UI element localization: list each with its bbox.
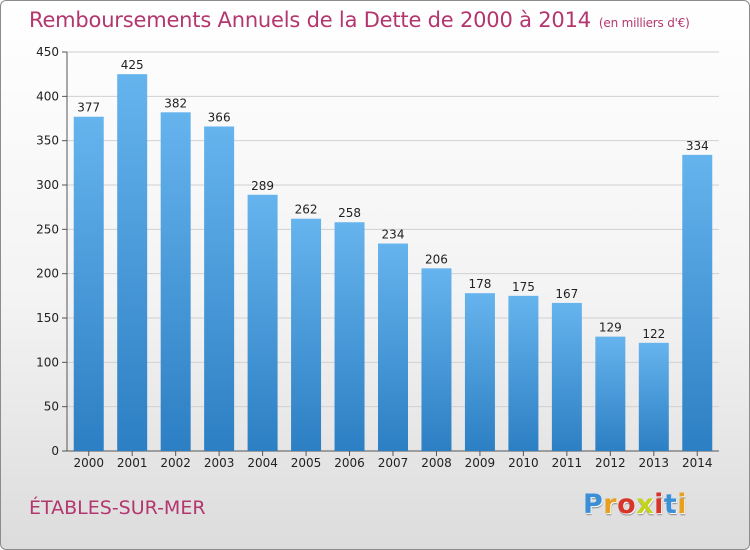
- bar: [638, 342, 669, 451]
- x-tick-label: 2002: [160, 456, 191, 470]
- bar: [421, 268, 452, 451]
- bar: [73, 116, 104, 451]
- data-label: 289: [251, 179, 274, 193]
- x-tick-label: 2008: [421, 456, 452, 470]
- data-label: 167: [555, 287, 578, 301]
- bar: [334, 222, 365, 451]
- x-tick-label: 2012: [595, 456, 626, 470]
- x-tick-label: 2005: [291, 456, 322, 470]
- logo-letter: r: [603, 489, 618, 520]
- y-tick-label: 0: [51, 444, 59, 458]
- logo-letter: t: [663, 489, 678, 520]
- logo-letter: i: [654, 489, 664, 520]
- data-label: 377: [77, 101, 100, 115]
- bar: [464, 293, 495, 451]
- bar: [160, 112, 191, 451]
- y-tick-label: 200: [36, 267, 59, 281]
- bar: [117, 74, 148, 452]
- x-tick-labels: 2000 2001 2002 2003 2004 2005 2006 2007 2008 2009…: [73, 456, 712, 470]
- y-tick-labels: 0 50 100 150 200 250 300 350 400 450: [36, 45, 59, 458]
- bar: [682, 154, 713, 451]
- proxiti-logo: Proxiti: [583, 489, 687, 520]
- x-tick-label: 2001: [117, 456, 148, 470]
- data-label: 129: [599, 321, 622, 335]
- y-tick-label: 100: [36, 355, 59, 369]
- data-label: 366: [208, 110, 231, 124]
- y-tick-label: 350: [36, 134, 59, 148]
- bar: [508, 295, 539, 451]
- x-tick-label: 2004: [247, 456, 278, 470]
- y-tick-label: 150: [36, 311, 59, 325]
- chart-subtitle: (en milliers d'€): [598, 16, 690, 30]
- data-label: 175: [512, 280, 535, 294]
- data-label: 234: [382, 228, 405, 242]
- bar: [247, 194, 278, 451]
- bar: [595, 336, 626, 451]
- data-label: 334: [686, 139, 709, 153]
- data-labels: 377 425 382 366 289 262 258 234 206 178 175 167 129 1…: [77, 58, 708, 341]
- data-label: 206: [425, 252, 448, 266]
- bar: [378, 243, 408, 451]
- data-label: 258: [338, 206, 361, 220]
- bar: [204, 126, 235, 451]
- data-label: 178: [468, 277, 491, 291]
- data-label: 262: [295, 203, 318, 217]
- y-tick-label: 50: [44, 400, 59, 414]
- y-tick-label: 250: [36, 222, 59, 236]
- x-tick-label: 2009: [465, 456, 496, 470]
- logo-letter: o: [617, 489, 637, 520]
- logo-letter: x: [636, 489, 655, 520]
- chart-title: Remboursements Annuels de la Dette de 20…: [29, 8, 690, 32]
- x-tick-label: 2013: [639, 456, 670, 470]
- logo-letter: i: [677, 489, 688, 520]
- x-tick-label: 2007: [378, 456, 409, 470]
- bar: [291, 218, 322, 451]
- city-name: ÉTABLES-SUR-MER: [29, 497, 206, 519]
- x-tick-label: 2000: [73, 456, 104, 470]
- chart-title-text: Remboursements Annuels de la Dette de 20…: [29, 8, 591, 32]
- data-label: 382: [164, 96, 187, 110]
- y-tick-label: 450: [36, 45, 59, 59]
- y-tick-label: 300: [36, 178, 59, 192]
- x-tick-label: 2010: [508, 456, 539, 470]
- x-tick-label: 2014: [682, 456, 713, 470]
- x-tick-label: 2003: [204, 456, 235, 470]
- x-tick-label: 2006: [334, 456, 365, 470]
- x-tick-label: 2011: [552, 456, 583, 470]
- data-label: 425: [121, 58, 144, 72]
- bars: [73, 74, 713, 452]
- bar: [551, 302, 582, 451]
- data-label: 122: [642, 327, 665, 341]
- y-tick-label: 400: [36, 89, 59, 103]
- logo-letter: P: [583, 489, 604, 520]
